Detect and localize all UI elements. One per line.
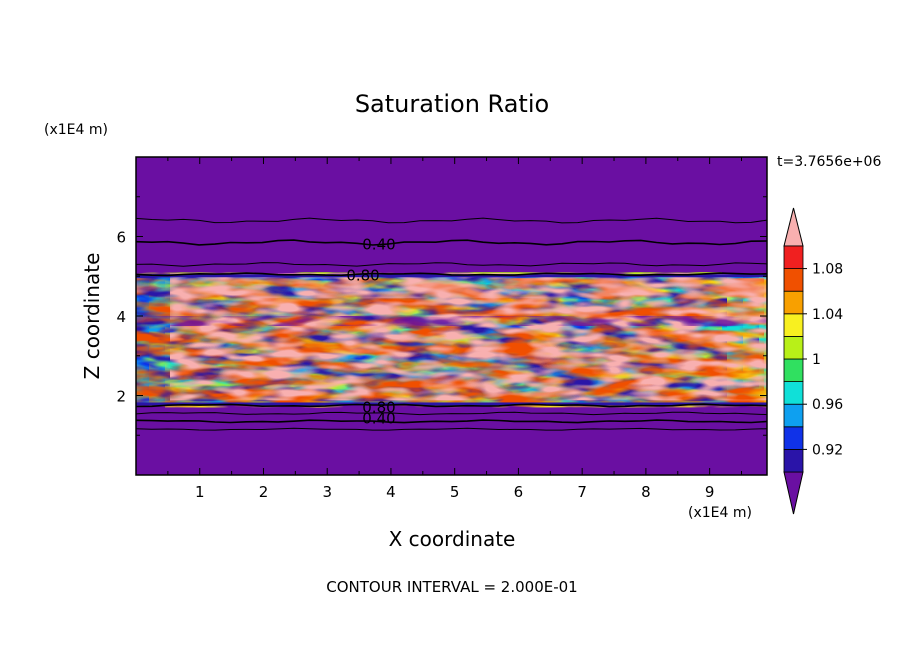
x-tick-label: 2 — [259, 483, 269, 501]
cloud-core-band — [136, 316, 767, 326]
y-axis-title: Z coordinate — [80, 253, 104, 380]
colorbar-tick-label: 0.96 — [812, 397, 843, 413]
contour-line — [136, 217, 767, 224]
colorbar-segment — [783, 358, 804, 383]
contour-line — [136, 419, 767, 424]
y-unit-label: (x1E4 m) — [44, 122, 108, 138]
y-tick-label: 2 — [116, 388, 126, 406]
x-tick-label: 8 — [641, 483, 651, 501]
x-tick-label: 5 — [450, 483, 460, 501]
colorbar-tick-label: 0.92 — [812, 442, 843, 458]
colorbar-over-arrow — [783, 207, 804, 247]
x-axis-title: X coordinate — [389, 527, 516, 551]
colorbar-segment — [783, 426, 804, 450]
contour-line — [136, 403, 767, 408]
contour-line — [136, 262, 767, 267]
x-tick-label: 9 — [705, 483, 715, 501]
x-tick-label: 6 — [514, 483, 524, 501]
contour-line — [136, 239, 767, 246]
contour-lines — [136, 217, 767, 431]
cloud-top-band — [136, 278, 767, 299]
colorbar-segment — [783, 313, 804, 337]
colorbar-segment — [783, 448, 804, 473]
colorbar-segment — [783, 335, 804, 360]
colorbar-under-arrow — [783, 471, 804, 515]
colorbar-segment — [783, 381, 804, 405]
y-tick-label: 6 — [116, 229, 126, 247]
chart-title: Saturation Ratio — [355, 90, 549, 118]
cloud-layer — [136, 272, 767, 408]
y-axis: 2 4 6 — [116, 196, 767, 436]
x-unit-label: (x1E4 m) — [688, 505, 752, 521]
x-tick-label: 1 — [195, 483, 205, 501]
y-tick-label: 4 — [116, 308, 126, 326]
colorbar: 0.92 0.96 1 1.04 1.08 — [783, 207, 843, 515]
x-tick-label: 4 — [386, 483, 396, 501]
x-tick-label: 3 — [322, 483, 332, 501]
colorbar-tick-label: 1.08 — [812, 262, 843, 278]
time-label: t=3.7656e+06 — [777, 154, 881, 170]
contour-label: 0.40 — [362, 236, 395, 254]
contour-line — [136, 411, 767, 416]
contour-labels: 0.400.800.800.40 — [346, 236, 395, 428]
plot-area: 0.400.800.800.40 — [136, 157, 767, 475]
contour-label: 0.80 — [346, 266, 379, 284]
colorbar-segment — [783, 245, 804, 270]
contour-interval-note: CONTOUR INTERVAL = 2.000E-01 — [326, 578, 577, 596]
contour-label: 0.40 — [362, 409, 395, 427]
colorbar-segment — [783, 290, 804, 315]
x-axis: 1 2 3 4 5 6 7 8 9 — [167, 157, 743, 501]
cloud-bottom-edge — [136, 402, 767, 406]
contour-line — [136, 272, 767, 277]
colorbar-segment — [783, 403, 804, 428]
colorbar-tick-label: 1.04 — [812, 307, 843, 323]
cloud-top-edge — [136, 274, 767, 278]
colorbar-tick-label: 1 — [812, 352, 821, 368]
colorbar-segment — [783, 268, 804, 292]
contour-line — [136, 427, 767, 431]
contour-label: 0.80 — [362, 399, 395, 417]
x-tick-label: 7 — [577, 483, 587, 501]
